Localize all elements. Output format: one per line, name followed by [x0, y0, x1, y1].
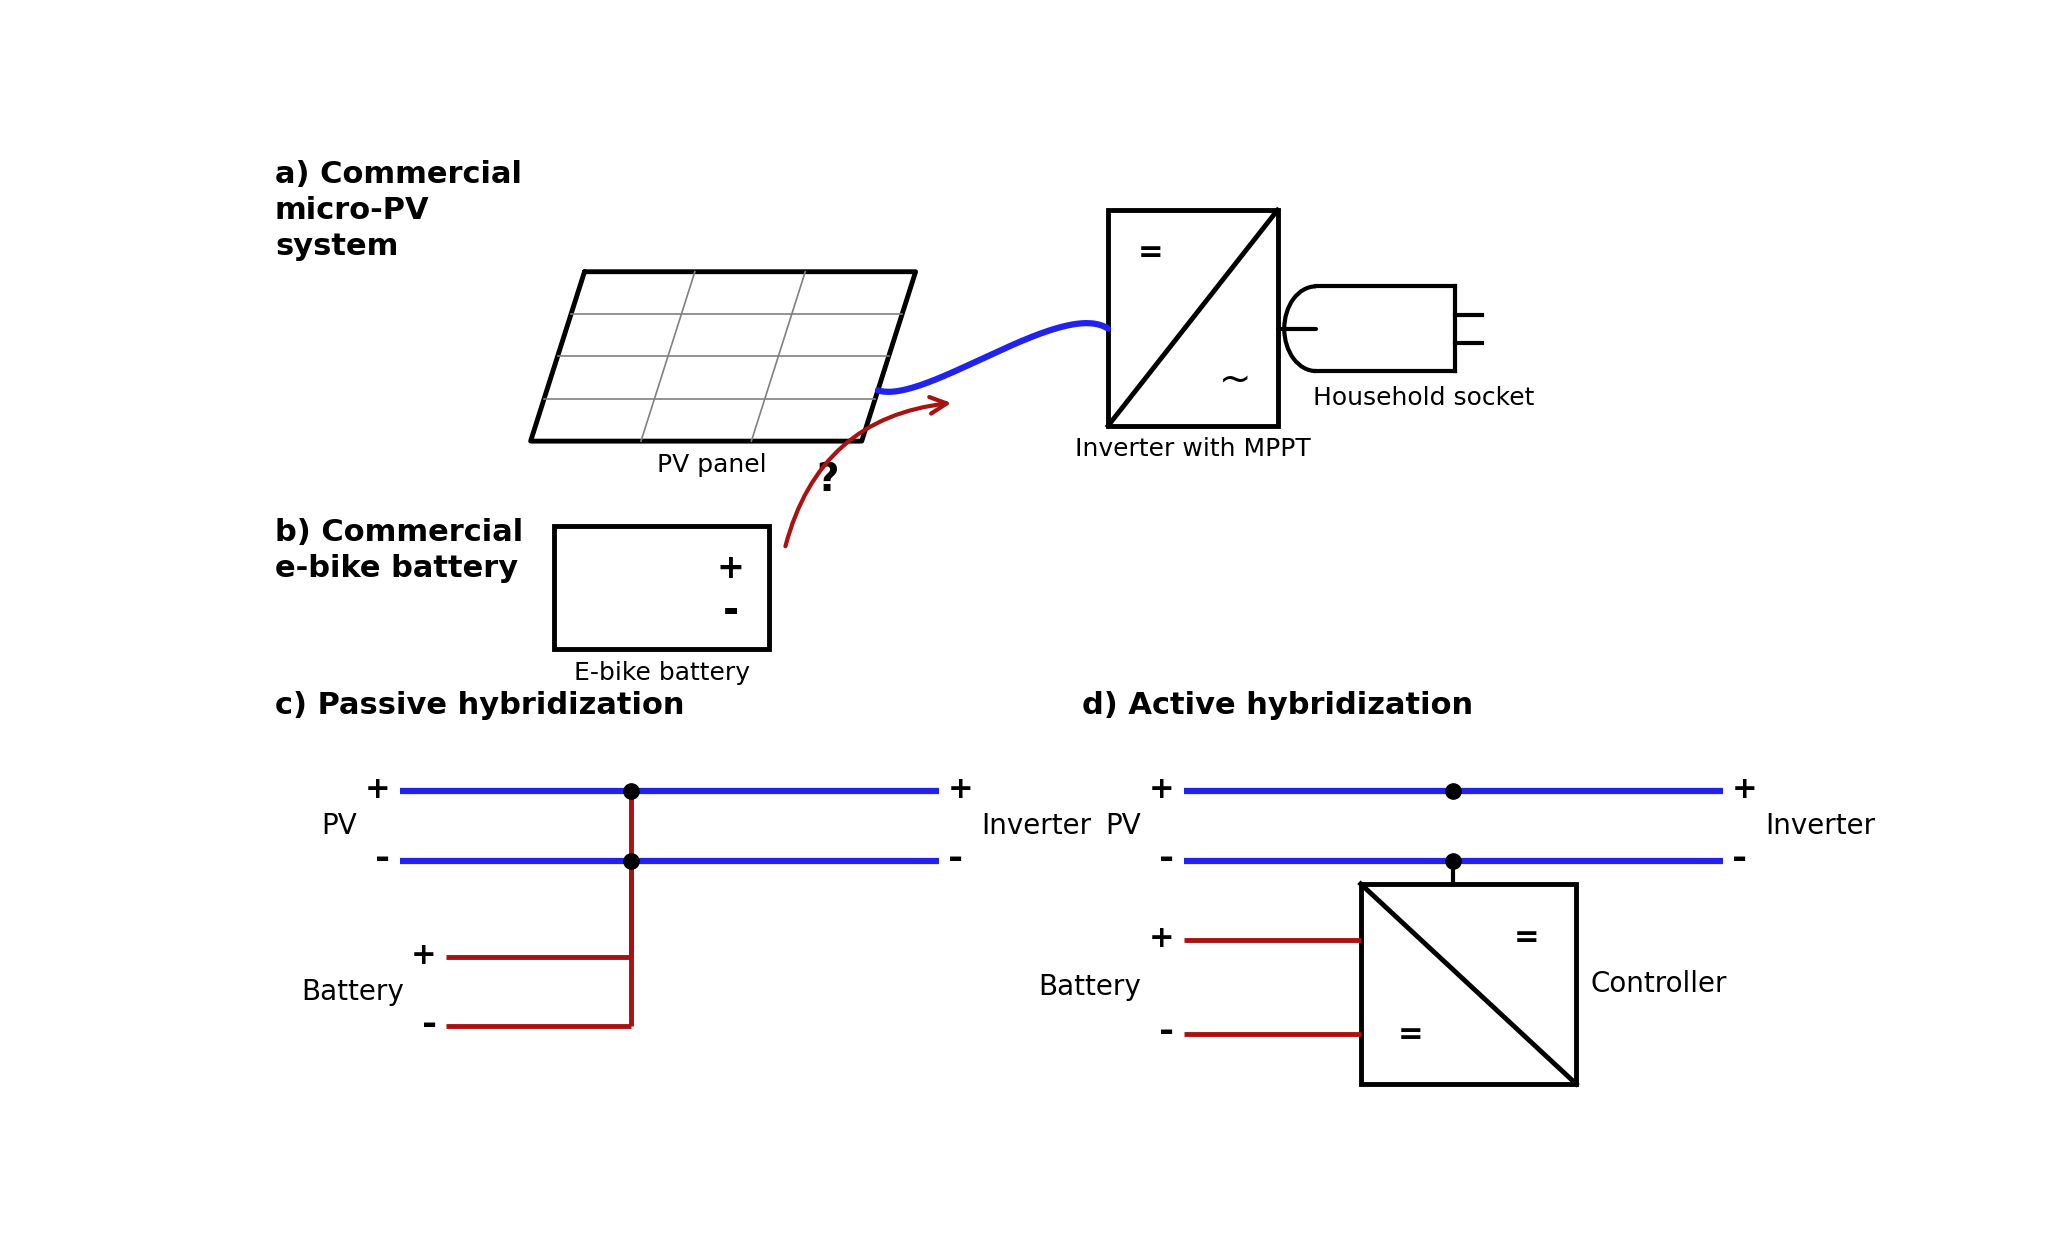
- Text: +: +: [365, 776, 391, 804]
- Text: Battery: Battery: [301, 978, 403, 1006]
- Text: a) Commercial
micro-PV
system: a) Commercial micro-PV system: [274, 160, 522, 261]
- Bar: [1108, 210, 1278, 426]
- Text: Household socket: Household socket: [1313, 386, 1534, 411]
- Text: ?: ?: [815, 460, 838, 499]
- Text: =: =: [1137, 238, 1163, 266]
- Text: d) Active hybridization: d) Active hybridization: [1081, 691, 1473, 720]
- Text: -: -: [1733, 842, 1747, 876]
- Text: +: +: [1149, 776, 1174, 804]
- Text: Battery: Battery: [1038, 973, 1141, 1001]
- Text: +: +: [948, 776, 973, 804]
- Text: +: +: [717, 552, 745, 586]
- Text: -: -: [375, 842, 391, 876]
- Text: +: +: [412, 941, 436, 970]
- Text: Inverter with MPPT: Inverter with MPPT: [1075, 437, 1311, 461]
- Text: PV panel: PV panel: [657, 453, 766, 476]
- Text: PV: PV: [1106, 812, 1141, 840]
- Bar: [1360, 884, 1577, 1084]
- Text: -: -: [1159, 1016, 1174, 1050]
- Text: E-bike battery: E-bike battery: [573, 661, 750, 685]
- Text: Controller: Controller: [1589, 970, 1726, 998]
- Text: PV: PV: [322, 812, 356, 840]
- Text: +: +: [1149, 924, 1174, 953]
- Text: -: -: [948, 842, 963, 876]
- Bar: [553, 525, 770, 649]
- Text: b) Commercial
e-bike battery: b) Commercial e-bike battery: [274, 518, 522, 583]
- Text: =: =: [1513, 924, 1538, 953]
- Text: ~: ~: [1219, 361, 1251, 398]
- FancyArrowPatch shape: [786, 397, 946, 547]
- Text: -: -: [1159, 842, 1174, 876]
- Text: +: +: [1733, 776, 1757, 804]
- Text: -: -: [422, 1008, 436, 1042]
- Text: c) Passive hybridization: c) Passive hybridization: [274, 691, 684, 720]
- Text: =: =: [1399, 1019, 1423, 1048]
- Text: Inverter: Inverter: [1765, 812, 1876, 840]
- Text: Inverter: Inverter: [981, 812, 1092, 840]
- Text: -: -: [723, 593, 739, 631]
